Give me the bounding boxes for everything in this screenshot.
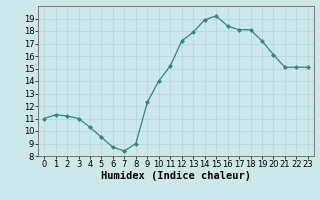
X-axis label: Humidex (Indice chaleur): Humidex (Indice chaleur): [101, 171, 251, 181]
